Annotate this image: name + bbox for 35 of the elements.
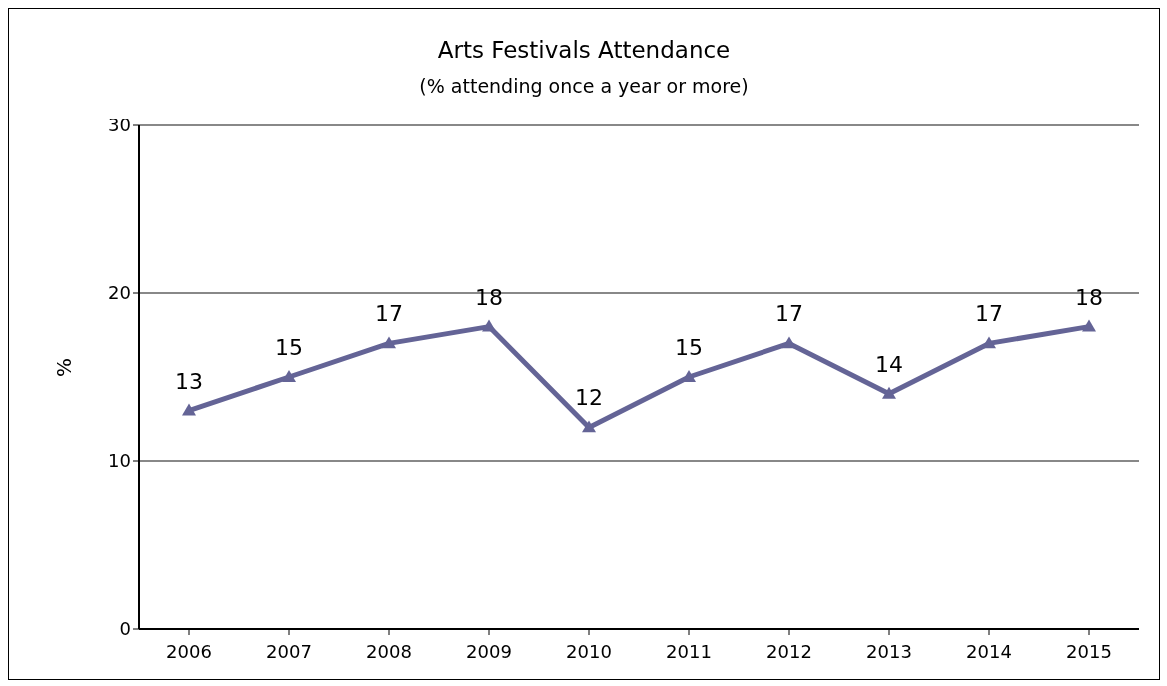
point: [482, 319, 496, 332]
data-label: 13: [175, 368, 203, 394]
point: [782, 336, 796, 349]
data-label: 14: [875, 351, 903, 377]
data-label: 18: [1075, 284, 1103, 310]
chart-title: Arts Festivals Attendance: [436, 37, 732, 63]
y-tick-label: 10: [108, 450, 131, 472]
point: [182, 403, 196, 416]
x-tick-label: 2013: [866, 640, 912, 662]
y-tick-label: 0: [119, 618, 131, 640]
x-tick-label: 2015: [1066, 640, 1112, 662]
x-tick-label: 2009: [466, 640, 512, 662]
data-label: 15: [275, 335, 303, 360]
x-tick-label: 2007: [266, 640, 312, 662]
data-label: 18: [475, 284, 503, 310]
chart-subtitle: (% attending once a year or more): [418, 75, 750, 97]
x-tick-label: 2014: [966, 640, 1012, 662]
x-tick-label: 2006: [166, 640, 212, 662]
x-tick-label: 2012: [766, 640, 812, 662]
y-axis-title: %: [52, 357, 77, 377]
data-label: 15: [675, 335, 703, 360]
x-tick-label: 2010: [566, 640, 612, 662]
point: [1082, 319, 1096, 332]
x-tick-label: 2011: [666, 640, 712, 662]
y-tick-label: 20: [108, 282, 131, 304]
point: [582, 420, 596, 433]
point: [282, 370, 296, 382]
data-label: 12: [575, 385, 603, 411]
data-label: 17: [775, 301, 803, 327]
point: [982, 336, 996, 349]
data-label: 17: [375, 301, 403, 327]
point: [382, 336, 396, 349]
point: [882, 386, 896, 399]
data-label: 17: [975, 301, 1003, 327]
x-tick-label: 2008: [366, 640, 412, 662]
